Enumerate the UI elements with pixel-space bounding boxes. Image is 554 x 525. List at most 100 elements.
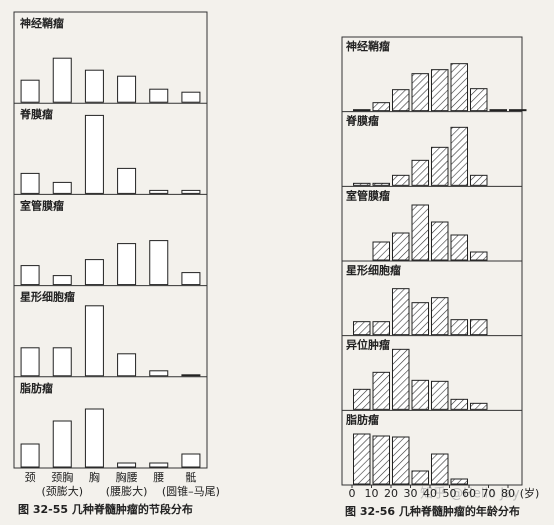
bar [509, 109, 527, 112]
bar [84, 69, 104, 103]
panel-title: 神经鞘瘤 [346, 39, 390, 53]
bar [372, 241, 390, 261]
panel-title: 星形细胞瘤 [346, 263, 401, 277]
bar [392, 89, 410, 112]
x-tick-label: 胸腰 [116, 470, 138, 484]
bar [149, 462, 169, 468]
bar [117, 243, 137, 286]
x-tick-label: 颈胸 [51, 470, 73, 484]
bar [392, 288, 410, 336]
bar [489, 109, 507, 112]
bar [411, 470, 429, 485]
x-tick-sublabel: (颈膨大) [41, 484, 83, 498]
bar [52, 181, 72, 194]
bar [450, 319, 468, 336]
bar [117, 462, 137, 468]
bar [117, 75, 137, 103]
bar [470, 174, 488, 186]
bar [470, 88, 488, 112]
bar [372, 371, 390, 410]
watermark: 知乎 @Hello Jay [420, 486, 520, 502]
bar [372, 182, 390, 186]
bar [84, 259, 104, 286]
bar [411, 159, 429, 186]
panel-title: 脂肪瘤 [19, 381, 53, 395]
caption: 图 32-55 几种脊髓肿瘤的节段分布 [18, 502, 193, 516]
x-tick-label: 10 [365, 487, 379, 500]
bar [52, 275, 72, 286]
bar [392, 348, 410, 410]
bar [52, 57, 72, 103]
bar [149, 88, 169, 103]
bar [181, 91, 201, 103]
bar [411, 302, 429, 336]
bar [149, 240, 169, 286]
bar [470, 319, 488, 336]
bar [470, 402, 488, 410]
bar [431, 453, 449, 485]
bar [372, 102, 390, 112]
panel-title: 室管膜瘤 [346, 188, 390, 202]
bar [20, 347, 40, 377]
bar [450, 398, 468, 410]
x-tick-label: 腰 [153, 471, 164, 484]
panel-title: 脂肪瘤 [345, 412, 379, 426]
x-tick-sublabel: (圆锥–马尾) [162, 485, 220, 498]
x-tick-label: 0 [349, 487, 356, 500]
bar [353, 433, 371, 485]
x-tick-label: 40 [423, 487, 437, 500]
bar [392, 174, 410, 186]
x-tick-label: 20 [384, 487, 398, 500]
bar [20, 265, 40, 286]
bar [181, 272, 201, 286]
bar [392, 232, 410, 261]
x-unit: (岁) [520, 486, 540, 500]
bar [450, 63, 468, 112]
bar [149, 370, 169, 377]
x-tick-label: 骶 [185, 471, 196, 484]
bar [431, 297, 449, 336]
panel-title: 脊膜瘤 [345, 114, 379, 128]
panel-title: 异位肿瘤 [346, 338, 390, 352]
bar [372, 321, 390, 336]
bar [470, 251, 488, 261]
bar [411, 204, 429, 261]
bar [181, 189, 201, 194]
x-tick-label: 50 [443, 487, 457, 500]
bar [20, 79, 40, 103]
bar [84, 114, 104, 194]
panel-title: 神经鞘瘤 [20, 16, 64, 30]
x-tick-label: 70 [482, 487, 496, 500]
bar [450, 126, 468, 186]
bar [181, 374, 201, 377]
bar [181, 453, 201, 468]
bar [353, 388, 371, 410]
bar [450, 478, 468, 485]
x-tick-label: 60 [462, 487, 476, 500]
panel-title: 室管膜瘤 [20, 198, 64, 212]
bar [411, 73, 429, 112]
bar [431, 380, 449, 410]
x-tick-label: 颈 [25, 471, 36, 484]
panel-title: 脊膜瘤 [19, 107, 53, 121]
bar [431, 221, 449, 261]
bar [353, 182, 371, 186]
bar [353, 321, 371, 336]
bar [450, 234, 468, 261]
bar [84, 305, 104, 377]
bar [431, 69, 449, 112]
bar [372, 435, 390, 485]
bar [411, 379, 429, 410]
panel-title: 星形细胞瘤 [20, 290, 75, 304]
bar [20, 443, 40, 468]
bar [431, 146, 449, 186]
bar [52, 347, 72, 377]
bar [149, 189, 169, 194]
bar [392, 436, 410, 485]
bar [353, 109, 371, 112]
bar [20, 172, 40, 194]
bar [117, 353, 137, 377]
bar [117, 167, 137, 194]
x-tick-sublabel: (腰膨大) [106, 484, 148, 498]
left-frame [13, 11, 208, 469]
